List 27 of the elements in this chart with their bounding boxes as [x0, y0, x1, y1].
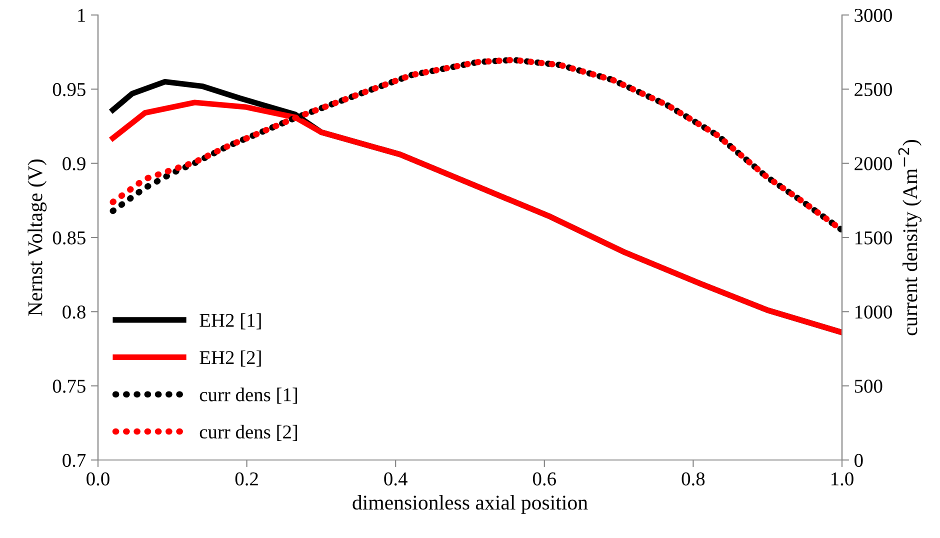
y-axis-title: Nernst Voltage (V)	[28, 160, 47, 316]
y2-tick-label: 1000	[856, 305, 892, 319]
y2-axis-title: current density (Am$^{−2}$)	[898, 140, 922, 336]
legend-label: curr dens [2]	[200, 424, 298, 441]
x-tick-label: 0.6	[532, 472, 556, 486]
y-tick-label: 0.85	[52, 231, 86, 245]
y-tick-label: 0.8	[62, 305, 86, 319]
x-tick-label: 0.8	[682, 472, 705, 486]
x-axis-title: dimensionless axial position	[352, 494, 588, 514]
y2-tick-label: 0	[854, 454, 863, 467]
x-tick-label: 0.4	[384, 472, 408, 486]
y2-tick-label: 2500	[854, 82, 892, 96]
legend-label: curr dens [1]	[200, 388, 298, 404]
y-tick-label: 0.95	[52, 82, 86, 96]
y-tick-label: 0.7	[62, 454, 86, 468]
y-tick-label: 0.75	[52, 380, 86, 393]
y-tick-label: 1	[78, 8, 86, 22]
x-tick-label: 0.2	[235, 472, 258, 486]
y-tick-label: 0.9	[62, 157, 86, 170]
y2-tick-label: 500	[854, 380, 882, 393]
x-tick-label: 1.0	[832, 472, 854, 486]
y2-tick-label: 1500	[856, 231, 892, 244]
legend-label: EH2 [2]	[200, 350, 261, 367]
y2-tick-label: 2000	[854, 157, 892, 170]
y2-tick-label: 3000	[854, 8, 892, 22]
legend-label: EH2 [1]	[200, 313, 261, 330]
x-tick-label: 0.0	[86, 472, 110, 486]
